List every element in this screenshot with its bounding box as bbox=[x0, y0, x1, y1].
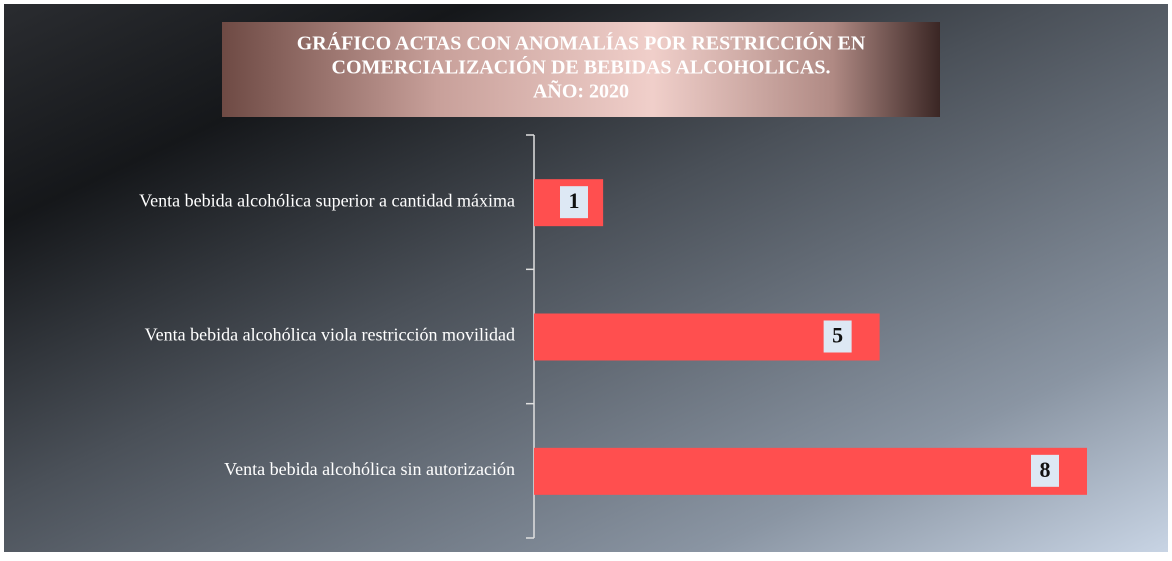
bar bbox=[534, 447, 1087, 495]
bar bbox=[534, 313, 880, 361]
data-label: 5 bbox=[832, 323, 843, 348]
data-label-box bbox=[823, 320, 852, 353]
data-label: 8 bbox=[1040, 457, 1051, 482]
y-tick-label: Venta bebida alcohólica sin autorización bbox=[224, 459, 515, 479]
data-label: 1 bbox=[569, 188, 580, 213]
data-label-box bbox=[560, 186, 588, 219]
y-tick-label: Venta bebida alcohólica superior a canti… bbox=[139, 190, 515, 210]
chart-title: AÑO: 2020 bbox=[533, 80, 629, 103]
chart-title: GRÁFICO ACTAS CON ANOMALÍAS POR RESTRICC… bbox=[297, 31, 866, 55]
chart-title: COMERCIALIZACIÓN DE BEBIDAS ALCOHOLICAS. bbox=[332, 55, 831, 79]
y-tick-label: Venta bebida alcohólica viola restricció… bbox=[145, 325, 515, 345]
data-label-box bbox=[1031, 454, 1059, 487]
title-box bbox=[222, 22, 940, 117]
